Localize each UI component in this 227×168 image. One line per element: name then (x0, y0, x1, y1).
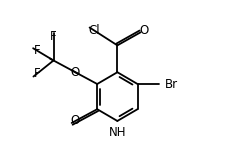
Text: O: O (139, 24, 148, 37)
Text: Br: Br (164, 77, 177, 91)
Text: O: O (70, 66, 80, 79)
Text: F: F (50, 30, 57, 44)
Text: NH: NH (108, 126, 126, 139)
Text: Cl: Cl (88, 24, 99, 37)
Text: O: O (70, 114, 80, 128)
Text: F: F (33, 44, 40, 57)
Text: F: F (33, 67, 40, 80)
